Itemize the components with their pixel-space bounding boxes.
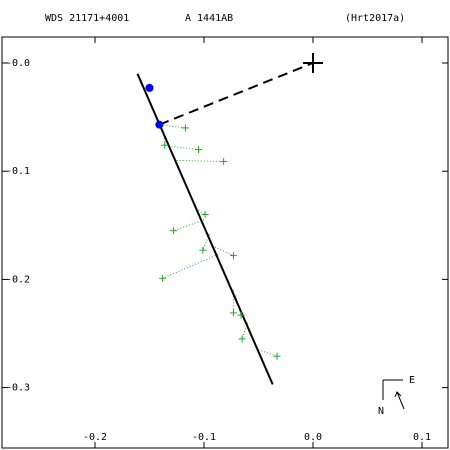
reference-label: (Hrt2017a) <box>345 13 405 24</box>
plot-frame <box>1 36 449 449</box>
x-tick-label-2: 0.0 <box>304 432 322 443</box>
observation-point-8 <box>159 274 167 282</box>
residual-link-2 <box>171 145 199 151</box>
axis-ticks: -0.2 -0.1 0.0 0.1 -0.0 -0.1 -0.2 -0.3 <box>2 37 448 448</box>
y-tick-label-1: -0.1 <box>6 166 30 177</box>
motion-arrowhead-icon <box>394 391 402 398</box>
y-tick-label-3: -0.3 <box>6 383 30 394</box>
predicted-position-0 <box>145 83 154 92</box>
observation-point-11 <box>238 335 246 343</box>
observation-marks <box>145 53 323 360</box>
residual-links <box>160 124 278 357</box>
x-tick-label-1: -0.1 <box>192 432 216 443</box>
observation-point-1 <box>161 141 169 149</box>
observation-point-12 <box>273 352 281 360</box>
observation-point-9 <box>229 309 237 317</box>
residual-link-1 <box>163 132 166 146</box>
observation-point-0 <box>181 124 189 132</box>
observation-point-7 <box>229 252 237 260</box>
compass-north-label: N <box>378 406 384 417</box>
observation-point-3 <box>220 157 228 165</box>
observation-point-2 <box>195 146 203 154</box>
motion-arrow-icon <box>396 391 405 410</box>
y-tick-label-0: -0.0 <box>6 58 30 69</box>
residual-link-12 <box>258 349 278 357</box>
residual-link-3 <box>176 159 224 162</box>
fit-line <box>136 73 274 385</box>
x-tick-label-3: 0.1 <box>413 432 431 443</box>
residual-link-4 <box>198 209 206 215</box>
observation-point-10 <box>237 311 245 319</box>
discoverer-label: A 1441AB <box>185 13 233 24</box>
residual-link-8 <box>162 254 219 279</box>
observation-point-5 <box>169 227 177 235</box>
x-tick-label-0: -0.2 <box>83 432 107 443</box>
observation-point-6 <box>199 246 207 254</box>
predicted-position-1 <box>155 120 164 129</box>
compass-east-label: E <box>409 375 415 386</box>
residual-link-0 <box>160 124 186 129</box>
compass: E N <box>378 375 415 417</box>
residual-link-5 <box>173 219 205 232</box>
orbit-lines <box>136 62 314 385</box>
wds-id-label: WDS 21171+4001 <box>45 13 129 24</box>
dashed-primary-line <box>158 62 314 126</box>
y-tick-label-2: -0.2 <box>6 274 30 285</box>
residual-link-7 <box>214 246 234 257</box>
observation-point-4 <box>201 210 209 218</box>
